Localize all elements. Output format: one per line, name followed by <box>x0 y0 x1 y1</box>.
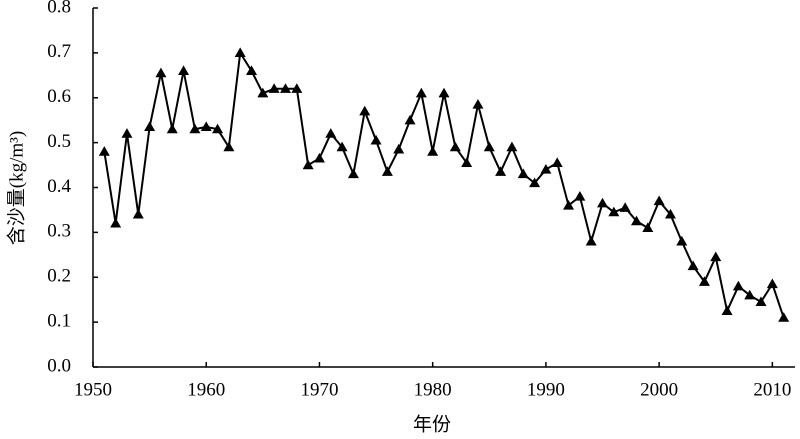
y-tick-label: 0.2 <box>47 266 71 287</box>
data-point <box>427 146 439 156</box>
data-point <box>166 123 178 134</box>
data-point <box>257 87 269 98</box>
x-tick-label: 2000 <box>640 379 678 400</box>
data-point <box>630 215 642 226</box>
data-point <box>483 141 495 152</box>
y-tick-label: 0.6 <box>47 86 71 107</box>
data-point <box>551 157 563 167</box>
data-point <box>381 166 393 176</box>
data-point <box>246 65 258 75</box>
data-point <box>461 157 473 167</box>
data-point <box>132 208 144 219</box>
data-point <box>597 197 609 208</box>
data-point <box>517 168 529 179</box>
data-point <box>359 105 371 116</box>
data-point <box>121 128 133 138</box>
data-point <box>563 199 575 210</box>
data-point <box>608 206 620 217</box>
data-point <box>744 289 756 300</box>
y-tick-label: 0.0 <box>47 355 71 376</box>
data-point <box>393 143 405 154</box>
x-axis-label: 年份 <box>413 413 451 435</box>
data-point <box>415 87 427 98</box>
data-point <box>449 141 461 152</box>
y-tick-label: 0.1 <box>47 310 71 331</box>
data-point <box>347 168 359 179</box>
data-point <box>698 276 710 286</box>
data-point <box>619 202 631 212</box>
data-point <box>98 146 110 156</box>
data-point <box>144 121 156 132</box>
x-tick-label: 1950 <box>74 379 112 400</box>
data-point <box>438 87 450 98</box>
data-point <box>325 128 337 138</box>
data-point <box>268 83 280 93</box>
data-point <box>755 296 767 307</box>
data-point <box>178 65 190 75</box>
data-point <box>404 114 416 125</box>
data-point <box>495 166 507 176</box>
data-point <box>529 177 541 188</box>
data-point <box>710 251 722 262</box>
data-point <box>223 141 235 152</box>
data-point <box>506 141 518 152</box>
data-point <box>585 235 597 246</box>
data-point <box>732 280 744 291</box>
y-tick-label: 0.4 <box>47 176 71 197</box>
y-tick-label: 0.5 <box>47 131 71 152</box>
data-point <box>336 141 348 152</box>
data-point <box>212 123 224 134</box>
data-point <box>778 312 790 322</box>
data-point <box>574 190 586 201</box>
data-point <box>291 83 303 93</box>
data-point <box>189 123 201 134</box>
data-point <box>653 195 665 206</box>
x-tick-label: 1980 <box>414 379 452 400</box>
data-point <box>676 235 688 246</box>
x-tick-label: 1970 <box>300 379 338 400</box>
data-point <box>370 134 382 145</box>
data-point <box>234 47 246 57</box>
data-point <box>110 217 122 228</box>
data-point <box>279 83 291 93</box>
data-point <box>200 121 212 132</box>
data-point <box>766 278 778 289</box>
data-point <box>313 152 325 163</box>
data-point <box>687 260 699 271</box>
x-tick-label: 1990 <box>527 379 565 400</box>
data-point <box>664 208 676 219</box>
x-tick-label: 2010 <box>753 379 791 400</box>
y-tick-label: 0.8 <box>47 0 71 17</box>
data-point <box>155 67 167 78</box>
y-axis-label: 含沙量(kg/m³) <box>5 131 27 245</box>
data-point <box>721 305 733 316</box>
y-tick-label: 0.7 <box>47 41 71 62</box>
data-point <box>472 98 484 109</box>
data-point <box>540 164 552 174</box>
data-point <box>642 222 654 233</box>
x-tick-label: 1960 <box>187 379 225 400</box>
data-point <box>302 159 314 170</box>
y-tick-label: 0.3 <box>47 221 71 242</box>
